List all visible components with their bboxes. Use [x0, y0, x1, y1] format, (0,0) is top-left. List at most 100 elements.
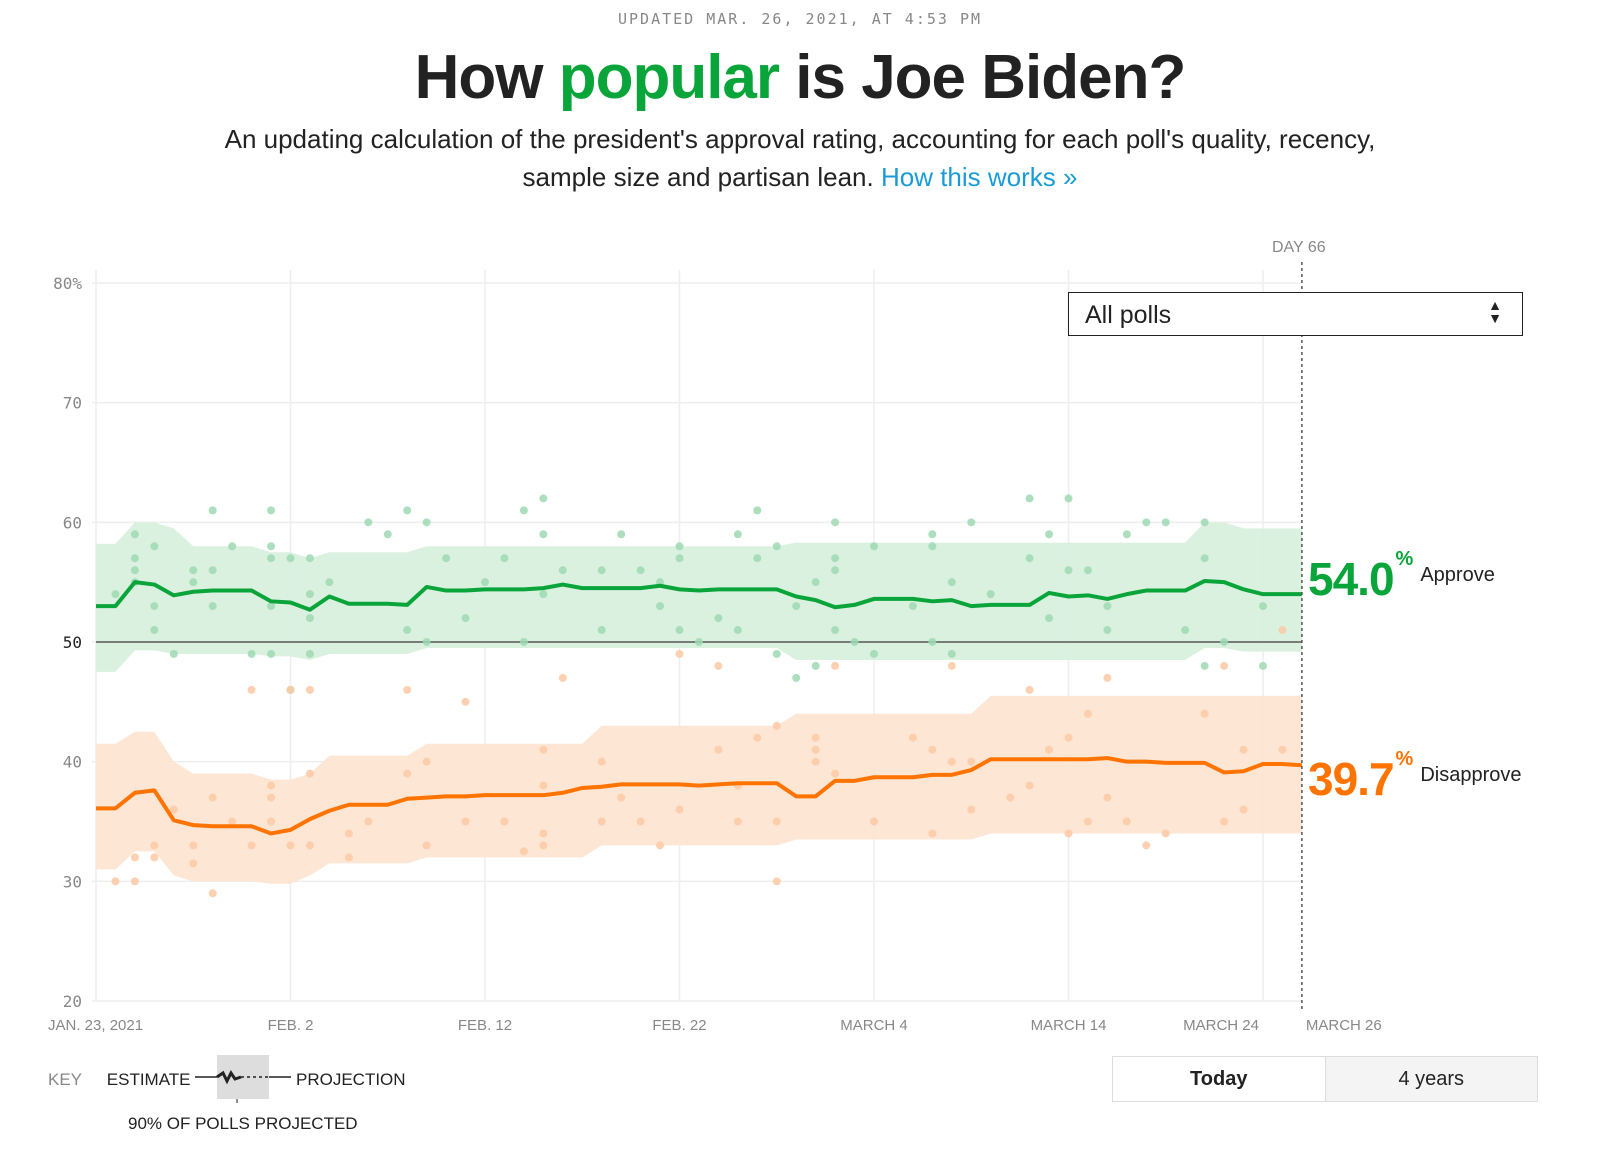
approve-poll-dot	[305, 590, 314, 599]
approve-poll-dot	[539, 530, 548, 539]
disapprove-poll-dot	[208, 889, 217, 898]
approve-poll-dot	[539, 590, 548, 599]
disapprove-band	[96, 695, 1302, 884]
disapprove-poll-dot	[811, 745, 820, 754]
y-tick-label: 80%	[53, 274, 82, 293]
disapprove-poll-dot	[675, 805, 684, 814]
disapprove-poll-dot	[1220, 817, 1229, 826]
approve-poll-dot	[1200, 518, 1209, 527]
approve-poll-dot	[150, 542, 159, 551]
day-label: DAY 66	[1272, 239, 1326, 256]
approve-poll-dot	[383, 530, 392, 539]
key-label: KEY	[48, 1070, 83, 1089]
approve-poll-dot	[267, 542, 276, 551]
disapprove-line	[96, 756, 1303, 836]
disapprove-poll-dot	[714, 745, 723, 754]
approve-poll-dot	[150, 626, 159, 635]
y-tick-label: 40	[63, 753, 82, 772]
disapprove-poll-dot	[947, 661, 956, 670]
approve-poll-dot	[130, 554, 139, 563]
x-tick-label: FEB. 2	[268, 1017, 314, 1034]
disapprove-poll-dot	[967, 805, 976, 814]
disapprove-poll-dot	[967, 757, 976, 766]
disapprove-poll-dot	[539, 745, 548, 754]
approve-poll-dot	[967, 518, 976, 527]
approve-poll-dot	[150, 602, 159, 611]
approve-poll-dot	[928, 530, 937, 539]
disapprove-poll-dot	[1239, 745, 1248, 754]
page-title: How popular is Joe Biden?	[0, 42, 1600, 113]
disapprove-poll-dot	[811, 757, 820, 766]
approve-poll-dot	[772, 649, 781, 658]
disapprove-poll-dot	[247, 841, 256, 850]
disapprove-poll-dot	[772, 877, 781, 886]
approve-poll-dot	[247, 649, 256, 658]
approve-poll-dot	[403, 506, 412, 515]
approve-poll-dot	[1259, 661, 1267, 670]
updated-timestamp: UPDATED MAR. 26, 2021, AT 4:53 PM	[617, 10, 982, 28]
key-legend: KEY ESTIMATE PROJECTION 90% OF POLLS PRO…	[48, 1054, 406, 1133]
approve-band	[96, 522, 1302, 672]
disapprove-poll-dot	[286, 841, 295, 850]
approve-poll-dot	[208, 566, 217, 575]
approve-poll-dot	[870, 542, 878, 551]
disapprove-poll-dot	[597, 817, 606, 826]
approve-poll-dot	[267, 649, 276, 658]
four-years-button[interactable]: 4 years	[1324, 1057, 1537, 1101]
disapprove-poll-dot	[1142, 841, 1151, 850]
subtitle-text: An updating calculation of the president…	[224, 124, 1376, 192]
disapprove-poll-dot	[422, 757, 431, 766]
approve-poll-dot	[422, 518, 431, 527]
disapprove-poll-dot	[772, 721, 781, 730]
approve-poll-dot	[1103, 602, 1112, 611]
disapprove-poll-dot	[150, 853, 159, 862]
x-tick-label: MARCH 4	[840, 1017, 908, 1034]
key-projection: PROJECTION	[295, 1070, 406, 1089]
x-tick-label: JAN. 23, 2021	[48, 1017, 143, 1034]
approve-poll-dot	[831, 518, 840, 527]
disapprove-poll-dot	[1045, 745, 1054, 754]
disapprove-poll-dot	[1278, 745, 1287, 754]
disapprove-poll-dot	[656, 841, 665, 850]
how-this-works-link[interactable]: How this works »	[880, 162, 1078, 192]
approve-poll-dot	[1259, 602, 1267, 611]
approve-poll-dot	[111, 590, 120, 599]
disapprove-poll-dot	[267, 817, 276, 826]
approve-poll-dot	[500, 554, 509, 563]
approve-poll-dot	[986, 590, 995, 599]
disapprove-poll-dot	[1025, 781, 1034, 790]
disapprove-poll-dot	[1103, 793, 1112, 802]
poll-filter-select[interactable]: All polls ▲ ▼	[1068, 292, 1523, 336]
disapprove-value: 39.7	[1308, 753, 1395, 805]
disapprove-poll-dot	[305, 841, 314, 850]
key-band: 90% OF POLLS PROJECTED	[128, 1114, 358, 1133]
approve-poll-dot	[908, 602, 917, 611]
approve-poll-dot	[597, 566, 606, 575]
approve-poll-dot	[1064, 566, 1073, 575]
approve-poll-dot	[792, 602, 801, 611]
approve-poll-dot	[831, 626, 840, 635]
today-button[interactable]: Today	[1113, 1057, 1325, 1101]
approve-poll-dot	[208, 506, 217, 515]
disapprove-poll-dot	[539, 841, 548, 850]
approve-poll-dot	[656, 602, 665, 611]
disapprove-poll-dot	[267, 793, 276, 802]
approve-poll-dot	[694, 638, 703, 646]
disapprove-poll-dot	[539, 829, 548, 838]
disapprove-poll-dot	[267, 781, 276, 790]
disapprove-poll-dot	[1064, 733, 1073, 742]
approve-legend: Approve	[1420, 564, 1495, 586]
approve-poll-dot	[714, 614, 723, 623]
title-post: is Joe Biden?	[779, 43, 1186, 112]
disapprove-poll-dot	[344, 853, 353, 862]
disapprove-poll-dot	[1122, 817, 1131, 826]
approve-poll-dot	[1142, 518, 1151, 527]
approve-poll-dot	[831, 566, 840, 575]
approve-poll-dot	[305, 554, 314, 563]
subtitle: An updating calculation of the president…	[200, 120, 1400, 196]
approve-poll-dot	[267, 506, 276, 515]
disapprove-poll-dot	[1161, 829, 1170, 838]
approve-value: 54.0	[1308, 553, 1395, 605]
approve-poll-dot	[519, 506, 528, 515]
